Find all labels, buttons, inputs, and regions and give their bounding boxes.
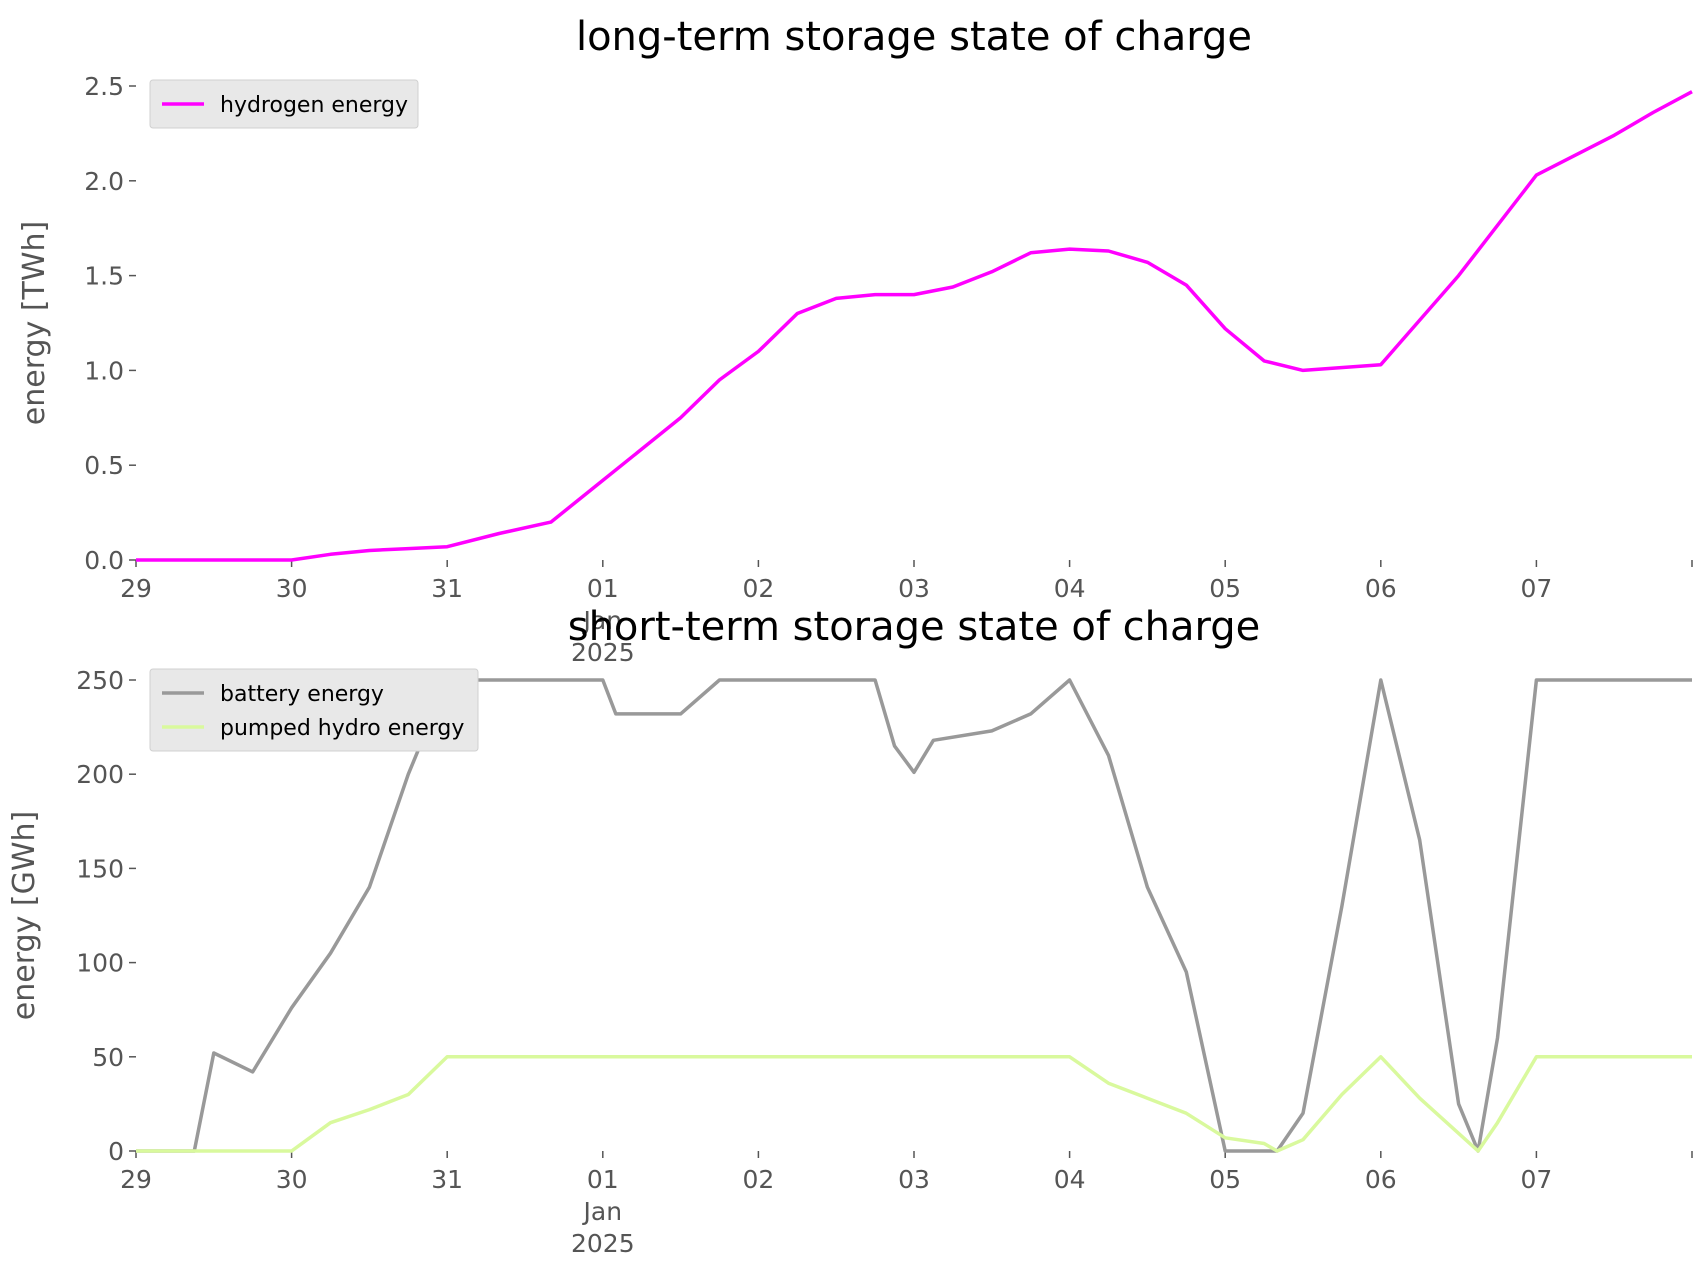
y-axis-label: energy [TWh] — [17, 221, 52, 425]
legend-box — [149, 668, 479, 752]
x-tick-label: 29 — [120, 574, 152, 603]
x-tick-label: 04 — [1054, 1165, 1086, 1194]
y-axis-label: energy [GWh] — [7, 811, 42, 1020]
legend-label: pumped hydro energy — [220, 716, 464, 741]
y-tick-label: 1.5 — [84, 262, 124, 291]
x-tick-label: 01 Jan 2025 — [571, 1165, 635, 1258]
x-tick-label: 03 — [898, 574, 930, 603]
y-tick-label: 0 — [108, 1137, 124, 1166]
x-tick-label: 30 — [276, 1165, 308, 1194]
chart-title: short-term storage state of charge — [568, 604, 1261, 650]
x-tick-label: 04 — [1054, 574, 1086, 603]
y-tick-label: 0.0 — [84, 546, 124, 575]
x-tick-label: 05 — [1209, 574, 1241, 603]
y-tick-label: 250 — [76, 666, 124, 695]
x-tick-label: 02 — [742, 574, 774, 603]
series-line-2 — [136, 1055, 1692, 1153]
legend-label: battery energy — [220, 682, 384, 707]
y-tick-label: 2.5 — [84, 72, 124, 101]
chart-2: short-term storage state of charge energy… — [7, 604, 1693, 1258]
x-tick-label: 06 — [1365, 1165, 1397, 1194]
series-line-1 — [136, 90, 1693, 562]
x-tick-label: 30 — [276, 574, 308, 603]
x-tick-label: 06 — [1365, 574, 1397, 603]
y-tick-label: 200 — [76, 760, 124, 789]
x-tick-label: 02 — [742, 1165, 774, 1194]
legend-box — [149, 79, 419, 129]
legend: battery energy pumped hydro energy — [149, 668, 479, 752]
series-line-1 — [136, 678, 1692, 1153]
x-tick-label: 31 — [431, 574, 463, 603]
legend: hydrogen energy — [149, 79, 419, 129]
x-tick-label: 29 — [120, 1165, 152, 1194]
x-tick-label: 07 — [1520, 574, 1552, 603]
y-tick-label: 2.0 — [84, 167, 124, 196]
chart-1: long-term storage state of charge energy … — [17, 14, 1693, 667]
y-tick-label: 1.0 — [84, 356, 124, 385]
x-tick-label: 07 — [1520, 1165, 1552, 1194]
chart-title: long-term storage state of charge — [576, 14, 1252, 60]
x-tick-label: 05 — [1209, 1165, 1241, 1194]
y-tick-label: 100 — [76, 949, 124, 978]
y-tick-label: 150 — [76, 854, 124, 883]
x-tick-label: 01 Jan 2025 — [571, 574, 635, 667]
y-tick-label: 50 — [92, 1043, 124, 1072]
y-tick-label: 0.5 — [84, 451, 124, 480]
legend-label: hydrogen energy — [220, 93, 408, 118]
x-tick-label: 03 — [898, 1165, 930, 1194]
x-tick-label: 31 — [431, 1165, 463, 1194]
